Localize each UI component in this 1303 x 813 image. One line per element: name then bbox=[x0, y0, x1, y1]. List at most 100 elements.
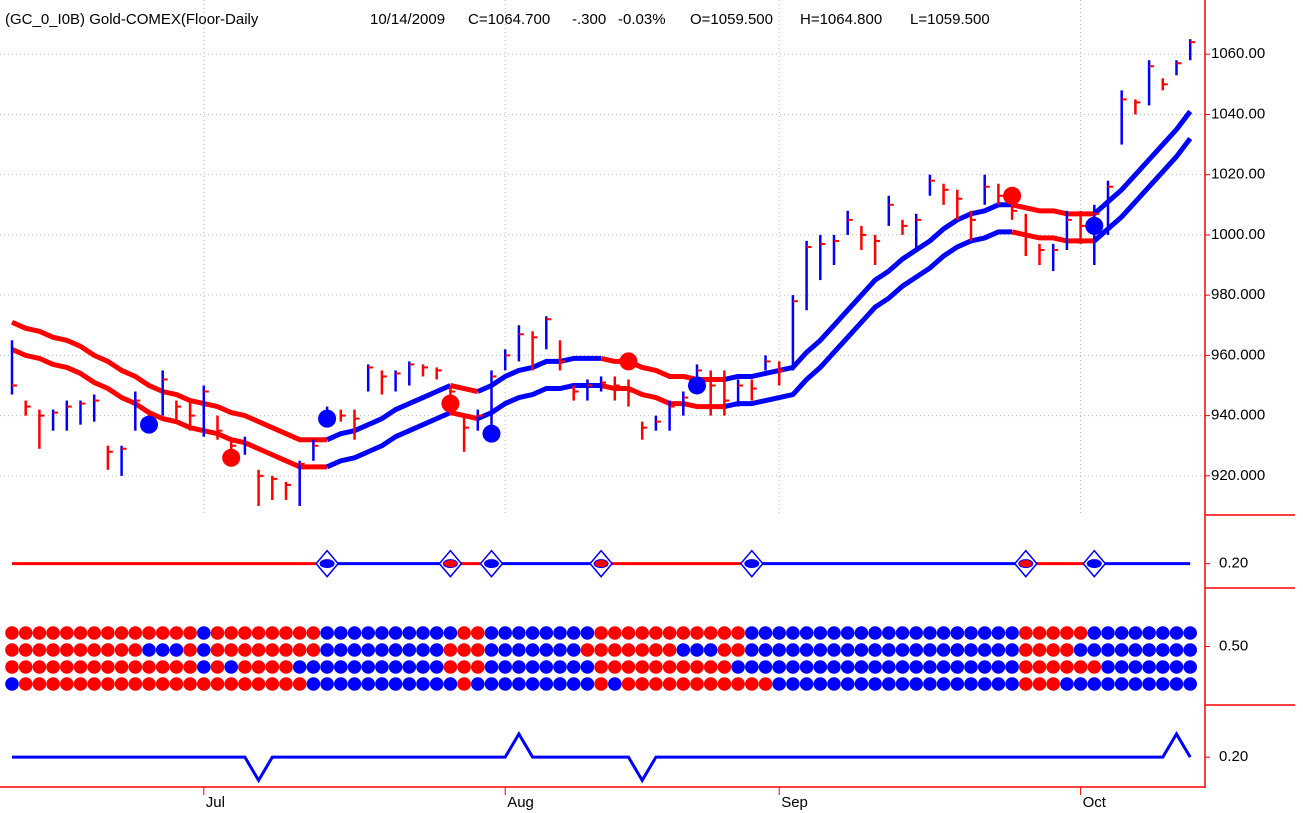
state-dot bbox=[128, 660, 143, 674]
state-dot bbox=[87, 660, 101, 674]
state-dot bbox=[1087, 626, 1102, 640]
state-dot bbox=[676, 626, 691, 640]
state-dot bbox=[471, 660, 485, 674]
state-dot bbox=[1156, 626, 1170, 640]
state-dot bbox=[32, 677, 47, 691]
state-dot bbox=[416, 626, 430, 640]
state-dot bbox=[909, 660, 923, 674]
band-line bbox=[1092, 137, 1193, 243]
state-dot bbox=[621, 660, 636, 674]
state-dot bbox=[388, 677, 403, 691]
state-dot bbox=[197, 660, 211, 674]
state-dot bbox=[1032, 660, 1047, 674]
state-dot bbox=[1156, 677, 1170, 691]
state-dot bbox=[224, 677, 238, 691]
state-dot bbox=[525, 660, 540, 674]
state-dot bbox=[1183, 626, 1197, 640]
state-dot bbox=[799, 643, 814, 657]
state-dot bbox=[1101, 677, 1115, 691]
state-dot bbox=[155, 660, 170, 674]
band-line bbox=[10, 347, 328, 470]
header-text: C=1064.700 bbox=[468, 11, 550, 28]
state-dot bbox=[471, 643, 485, 657]
state-dot bbox=[703, 643, 718, 657]
state-dot bbox=[101, 626, 115, 640]
state-dot bbox=[512, 660, 526, 674]
state-dot bbox=[128, 626, 143, 640]
state-dot bbox=[388, 626, 403, 640]
state-dot bbox=[991, 677, 1006, 691]
state-dot bbox=[799, 677, 814, 691]
state-dot bbox=[731, 643, 745, 657]
state-dot bbox=[457, 643, 471, 657]
state-dot bbox=[1073, 643, 1088, 657]
signal-dot bbox=[140, 415, 158, 434]
state-dot bbox=[662, 626, 677, 640]
state-dot bbox=[854, 626, 869, 640]
state-dot bbox=[580, 677, 595, 691]
state-dot bbox=[238, 643, 252, 657]
signal-dot bbox=[482, 424, 501, 443]
state-dot bbox=[690, 626, 704, 640]
state-dot bbox=[429, 660, 444, 674]
state-dot bbox=[566, 643, 581, 657]
state-dot bbox=[690, 643, 704, 657]
state-dot bbox=[840, 677, 855, 691]
band-line bbox=[723, 202, 1013, 382]
state-dot bbox=[621, 643, 636, 657]
state-dot bbox=[1032, 643, 1047, 657]
state-dot bbox=[553, 660, 567, 674]
state-dot bbox=[128, 643, 143, 657]
state-dot bbox=[909, 643, 923, 657]
band-line bbox=[600, 383, 725, 410]
crossing-core bbox=[1018, 559, 1034, 569]
state-dot bbox=[1114, 626, 1129, 640]
state-dot bbox=[5, 677, 19, 691]
state-dot bbox=[964, 643, 978, 657]
state-dot bbox=[361, 660, 376, 674]
state-dot bbox=[114, 660, 129, 674]
state-dot bbox=[1114, 660, 1129, 674]
band-line bbox=[449, 383, 479, 394]
state-dot bbox=[60, 660, 74, 674]
state-dot bbox=[676, 643, 691, 657]
state-dot bbox=[142, 677, 156, 691]
state-dot bbox=[868, 677, 882, 691]
state-dot bbox=[539, 660, 554, 674]
state-dot bbox=[60, 626, 74, 640]
state-dot bbox=[361, 626, 376, 640]
state-dot bbox=[813, 677, 828, 691]
y-tick-label: 0.50 bbox=[1219, 637, 1248, 654]
state-dot bbox=[361, 643, 376, 657]
state-dot bbox=[553, 677, 567, 691]
state-dot bbox=[87, 643, 101, 657]
state-dot bbox=[46, 626, 60, 640]
state-dot bbox=[416, 660, 430, 674]
state-dot bbox=[936, 626, 951, 640]
state-dot bbox=[155, 626, 170, 640]
state-dot bbox=[18, 626, 33, 640]
x-tick-label: Jul bbox=[206, 794, 225, 811]
state-dot bbox=[662, 677, 677, 691]
header-text: -0.03% bbox=[618, 11, 666, 28]
state-dot bbox=[279, 677, 293, 691]
state-dot bbox=[238, 626, 252, 640]
state-dot bbox=[484, 626, 499, 640]
band-line bbox=[1011, 202, 1095, 217]
state-dot bbox=[60, 677, 74, 691]
state-dot bbox=[868, 643, 882, 657]
state-dot bbox=[882, 643, 896, 657]
state-dot bbox=[265, 626, 280, 640]
state-dot bbox=[334, 677, 348, 691]
state-dot bbox=[1101, 660, 1115, 674]
state-dot bbox=[197, 677, 211, 691]
state-dot bbox=[1073, 660, 1088, 674]
state-dot bbox=[101, 643, 115, 657]
state-dot bbox=[882, 626, 896, 640]
state-dot bbox=[512, 643, 526, 657]
state-dot bbox=[690, 677, 704, 691]
state-dot bbox=[594, 660, 608, 674]
state-dot bbox=[566, 626, 581, 640]
state-dot bbox=[813, 626, 828, 640]
